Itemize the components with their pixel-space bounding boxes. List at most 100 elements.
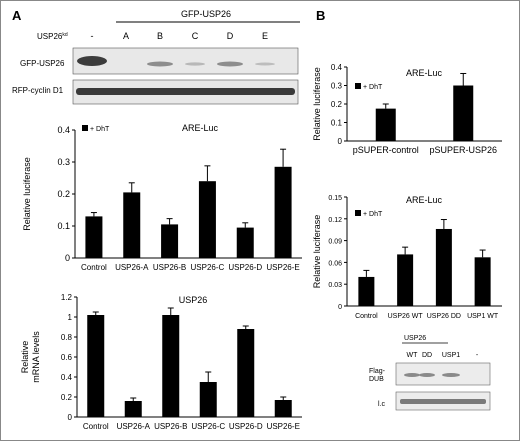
- x-tick-label: USP1 WT: [467, 313, 499, 320]
- y-axis-label: Relative: [20, 341, 30, 374]
- y-tick-label: 0.3: [57, 157, 70, 167]
- chart-title: ARE-Luc: [406, 195, 443, 205]
- legend-swatch: [355, 83, 361, 89]
- bar: [237, 329, 255, 417]
- blot-b-row-flag: Flag-: [369, 368, 386, 375]
- y-tick-label: 0.09: [328, 239, 342, 246]
- y-tick-label: 0.1: [57, 221, 70, 231]
- y-tick-label: 1.2: [61, 293, 73, 302]
- bar: [274, 166, 292, 258]
- y-tick-label: 0: [65, 253, 70, 263]
- y-tick-label: 0.12: [328, 217, 342, 224]
- bar: [474, 257, 491, 306]
- blot-b-lane-3: -: [476, 352, 479, 359]
- blot-band: [147, 61, 173, 67]
- bar: [199, 382, 217, 417]
- x-tick-label: USP26-B: [153, 263, 186, 272]
- blot-band: [400, 399, 486, 404]
- y-tick-label: 0.6: [61, 353, 73, 362]
- bar: [198, 181, 216, 258]
- blot-a-lane-5: E: [262, 31, 268, 41]
- x-tick-label: Control: [81, 263, 107, 272]
- panel-label-a: A: [12, 8, 22, 23]
- x-tick-label: Control: [83, 422, 109, 431]
- y-axis-label: Relative luciferase: [312, 67, 322, 141]
- blot-band: [442, 373, 460, 377]
- y-tick-label: 0: [338, 137, 343, 146]
- blot-b-header: USP26: [404, 335, 426, 342]
- bar: [236, 227, 254, 258]
- chart-title: USP26: [179, 295, 208, 305]
- bar: [397, 254, 414, 306]
- bar: [87, 315, 105, 417]
- western-blot-a: GFP-USP26 USP26kd - A B C D E GFP-USP26 …: [12, 9, 300, 105]
- blot-b-lane-1: DD: [422, 352, 432, 359]
- x-tick-label: pSUPER-USP26: [429, 145, 497, 155]
- blot-band: [76, 88, 295, 95]
- chart-title: ARE-Luc: [406, 68, 443, 78]
- bar: [123, 192, 141, 258]
- x-tick-label: USP26-E: [267, 422, 300, 431]
- y-axis-label: Relative luciferase: [22, 157, 32, 231]
- bar: [375, 108, 396, 141]
- blot-band: [404, 373, 420, 377]
- x-tick-label: USP26-A: [115, 263, 149, 272]
- western-blot-b: USP26 WT DD USP1 - Flag- DUB l.c: [369, 335, 491, 411]
- blot-a-row-label: USP26kd: [37, 32, 68, 41]
- bar: [161, 224, 179, 258]
- y-tick-label: 0.4: [57, 125, 70, 135]
- legend-label: + DhT: [363, 211, 383, 218]
- x-tick-label: USP26 WT: [388, 313, 424, 320]
- y-tick-label: 0.2: [61, 393, 73, 402]
- y-tick-label: 0.03: [328, 282, 342, 289]
- y-tick-label: 1: [68, 313, 73, 322]
- x-tick-label: USP26-C: [191, 263, 225, 272]
- y-tick-label: 0.2: [331, 100, 343, 109]
- blot-a-strip-gfp: [72, 47, 299, 75]
- x-tick-label: USP26-D: [228, 263, 262, 272]
- legend-swatch: [355, 210, 361, 216]
- y-tick-label: 0.2: [57, 189, 70, 199]
- blot-b-strip-flag: [395, 362, 491, 386]
- blot-band: [217, 61, 243, 67]
- bar: [453, 85, 474, 141]
- blot-a-row-rfp: RFP-cyclin D1: [12, 86, 64, 95]
- x-tick-label: pSUPER-control: [353, 145, 419, 155]
- blot-a-lane-3: C: [192, 31, 199, 41]
- legend-swatch: [82, 125, 88, 131]
- blot-band: [185, 62, 205, 66]
- bar: [85, 216, 103, 258]
- y-tick-label: 0: [338, 304, 342, 311]
- y-tick-label: 0.06: [328, 260, 342, 267]
- blot-b-lane-2: USP1: [442, 352, 460, 359]
- x-tick-label: USP26 DD: [427, 313, 461, 320]
- x-tick-label: Control: [355, 313, 378, 320]
- blot-band: [419, 373, 435, 377]
- y-tick-label: 0.3: [331, 82, 343, 91]
- blot-a-lane-1: A: [123, 31, 129, 41]
- legend-label: + DhT: [363, 84, 383, 91]
- blot-b-row-flag-2: DUB: [369, 376, 384, 383]
- bar: [358, 276, 375, 306]
- y-axis-label: Relative luciferase: [312, 215, 322, 289]
- y-tick-label: 0.15: [328, 195, 342, 202]
- y-tick-label: 0.4: [331, 63, 343, 72]
- y-tick-label: 0.8: [61, 333, 73, 342]
- blot-a-row-gfp: GFP-USP26: [20, 59, 65, 68]
- x-tick-label: USP26-E: [266, 263, 299, 272]
- blot-band: [255, 62, 275, 66]
- panel-label-b: B: [316, 8, 325, 23]
- x-tick-label: USP26-B: [154, 422, 187, 431]
- blot-b-row-lc: l.c: [378, 401, 386, 408]
- x-tick-label: USP26-C: [191, 422, 225, 431]
- chart-title: ARE-Luc: [182, 123, 219, 133]
- bar: [124, 401, 142, 417]
- bar: [274, 400, 292, 417]
- blot-a-lane-4: D: [227, 31, 234, 41]
- y-tick-label: 0.1: [331, 119, 343, 128]
- blot-a-lane-0: -: [91, 31, 94, 41]
- charts-layer: 0 0.1 0.2 0.3 0.4 Relative luciferase ARE-Luc +…: [20, 63, 502, 431]
- bar: [435, 228, 452, 306]
- x-tick-label: USP26-A: [117, 422, 151, 431]
